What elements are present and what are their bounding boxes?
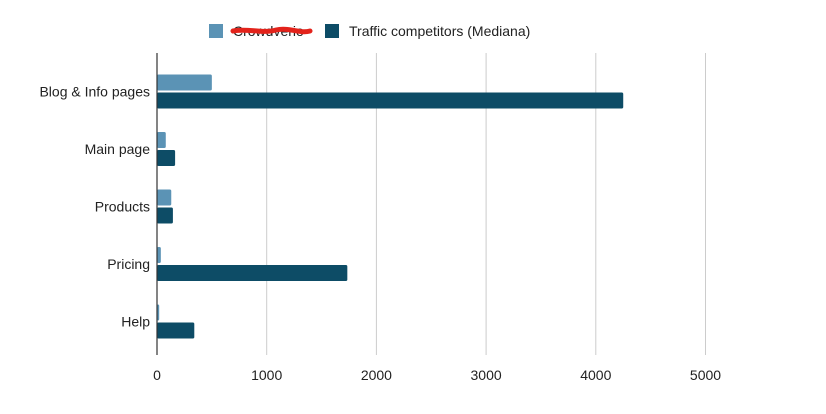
redaction-scribble bbox=[230, 26, 313, 35]
bar-series-1 bbox=[157, 189, 172, 206]
x-tick-label: 5000 bbox=[690, 367, 721, 383]
x-tick-label: 2000 bbox=[361, 367, 392, 383]
bar-series-2 bbox=[157, 150, 176, 166]
legend-swatch-series-2 bbox=[325, 24, 339, 38]
bar-series-2 bbox=[157, 207, 173, 224]
bar-series-2 bbox=[157, 265, 348, 281]
bar-series-1 bbox=[157, 247, 161, 263]
x-tick-labels: 0 1000 2000 3000 4000 5000 bbox=[153, 367, 721, 383]
x-tick-label: 0 bbox=[153, 367, 161, 383]
category-labels: Blog & Info pages Main page Products Pricin… bbox=[39, 84, 150, 330]
category-label: Pricing bbox=[107, 256, 150, 272]
legend-label-series-2: Traffic competitors (Mediana) bbox=[349, 23, 530, 39]
category-label: Blog & Info pages bbox=[39, 84, 150, 100]
bar-series-2 bbox=[157, 92, 624, 109]
bar-series-1 bbox=[157, 132, 166, 148]
category-label: Products bbox=[95, 199, 150, 215]
category-label: Main page bbox=[85, 141, 151, 157]
bar-series-2 bbox=[157, 322, 195, 339]
legend-swatch-series-1 bbox=[209, 24, 223, 38]
bars bbox=[157, 74, 624, 339]
category-label: Help bbox=[121, 314, 150, 330]
x-tick-label: 3000 bbox=[471, 367, 502, 383]
legend: Crowdverio Traffic competitors (Mediana) bbox=[209, 23, 530, 39]
bar-series-1 bbox=[157, 74, 212, 91]
x-tick-label: 1000 bbox=[251, 367, 282, 383]
x-tick-label: 4000 bbox=[580, 367, 611, 383]
